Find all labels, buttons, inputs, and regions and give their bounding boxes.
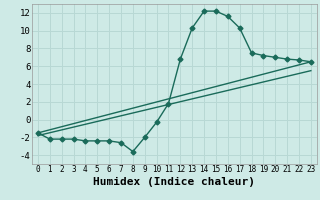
X-axis label: Humidex (Indice chaleur): Humidex (Indice chaleur) [93,177,255,187]
